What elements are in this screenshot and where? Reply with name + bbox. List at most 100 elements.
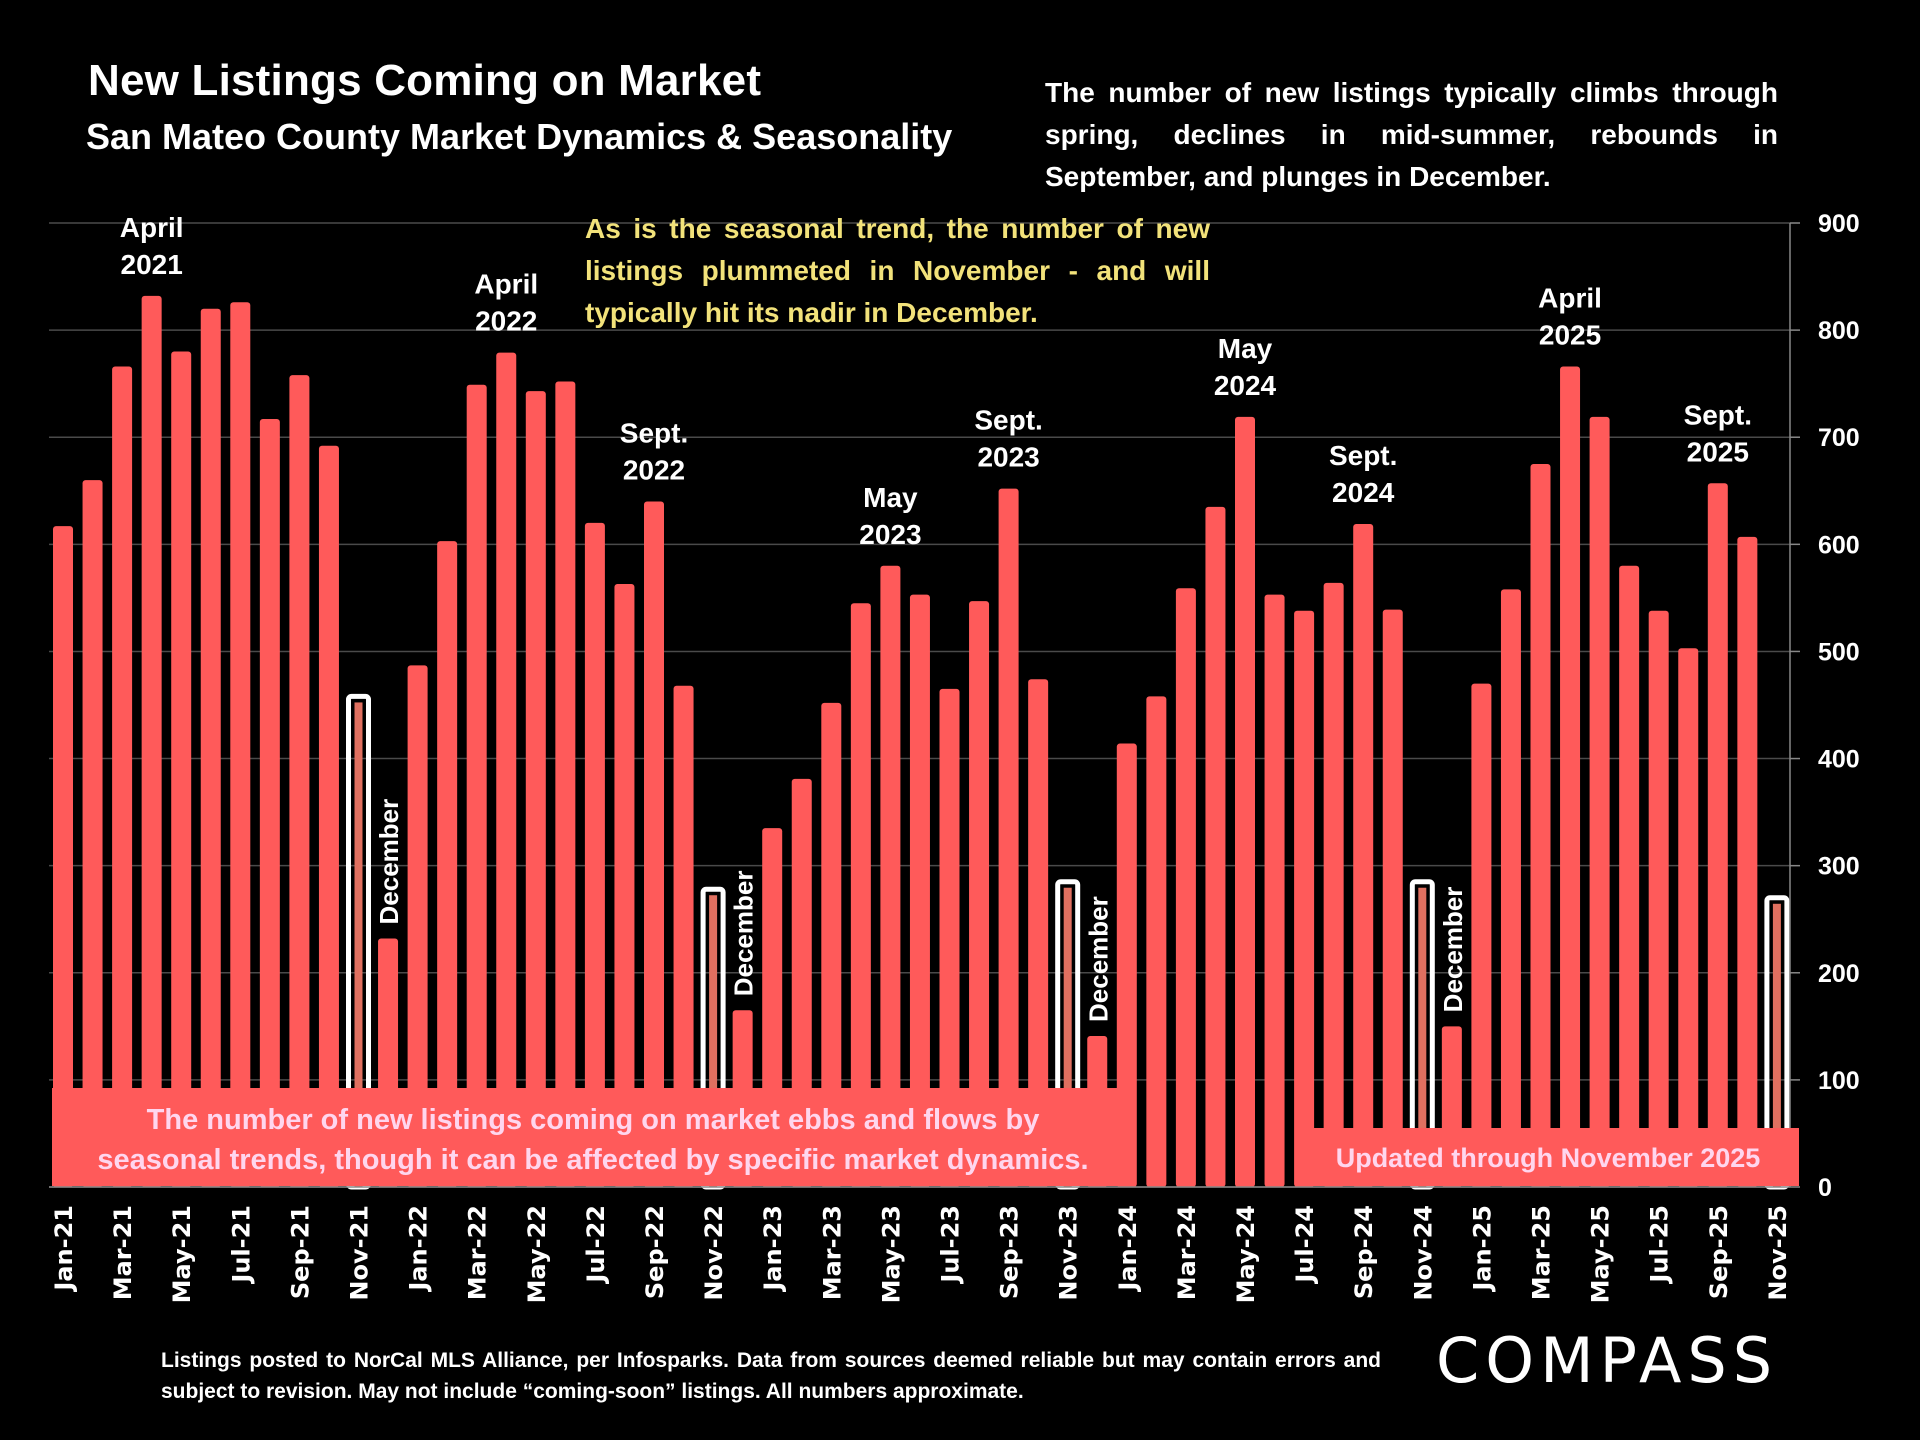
bar bbox=[1028, 679, 1049, 1187]
bar bbox=[1530, 464, 1551, 1187]
december-label: December bbox=[374, 799, 404, 925]
bar bbox=[1737, 536, 1758, 1187]
peak-label: 2023 bbox=[977, 442, 1039, 473]
highlighted-bar bbox=[1418, 887, 1427, 1187]
x-axis: Jan-21 Mar-21 May-21 Jul-21 Sep-21 Nov-21 Jan-… bbox=[49, 1186, 1792, 1303]
bar bbox=[614, 583, 635, 1187]
highlighted-bar bbox=[1063, 887, 1072, 1187]
chart-title: New Listings Coming on Market bbox=[88, 56, 762, 105]
bar bbox=[230, 302, 251, 1187]
bar-series bbox=[53, 295, 1790, 1190]
x-tick-label: Jan-22 bbox=[405, 1205, 433, 1293]
bar bbox=[466, 384, 487, 1187]
bar bbox=[259, 419, 280, 1188]
bar bbox=[496, 352, 517, 1187]
bar bbox=[998, 488, 1019, 1187]
ebbs-flows-text: The number of new listings coming on mar… bbox=[147, 1104, 1040, 1136]
peak-label: 2025 bbox=[1687, 436, 1749, 467]
bar bbox=[939, 688, 960, 1187]
updated-box bbox=[1296, 1128, 1799, 1186]
x-tick-label: Nov-22 bbox=[700, 1205, 728, 1301]
bar bbox=[880, 565, 901, 1187]
y-axis: 0 100 200 300 400 500 600 700 800 900 bbox=[1789, 210, 1860, 1202]
bar bbox=[673, 685, 694, 1187]
bar bbox=[82, 480, 103, 1188]
x-tick-label: Mar-22 bbox=[464, 1205, 492, 1300]
bar bbox=[1353, 523, 1374, 1187]
bar bbox=[318, 445, 339, 1187]
compass-logo-mark: COMPASS bbox=[1436, 1324, 1778, 1397]
y-tick-label: 200 bbox=[1818, 960, 1860, 988]
bar bbox=[53, 526, 73, 1187]
ebbs-flows-text: seasonal trends, though it can be affect… bbox=[97, 1144, 1088, 1176]
peak-label: 2021 bbox=[121, 249, 183, 280]
y-tick-label: 0 bbox=[1818, 1174, 1832, 1202]
peak-label: 2024 bbox=[1332, 477, 1395, 508]
peak-label: May bbox=[863, 482, 918, 513]
x-tick-label: Sep-21 bbox=[286, 1205, 314, 1299]
x-tick-label: Jul-24 bbox=[1291, 1205, 1319, 1285]
bar bbox=[1678, 648, 1699, 1187]
bar bbox=[1589, 416, 1610, 1188]
logo-text: COMPASS bbox=[1436, 1326, 1778, 1396]
bar bbox=[821, 702, 842, 1187]
bar bbox=[1116, 743, 1137, 1187]
y-tick-label: 800 bbox=[1818, 317, 1860, 345]
bar bbox=[1707, 483, 1728, 1187]
peak-label: Sept. bbox=[1329, 440, 1397, 471]
y-tick-label: 500 bbox=[1818, 638, 1860, 666]
bar bbox=[791, 778, 812, 1187]
callout-note: As is the seasonal trend, the number of … bbox=[585, 213, 1210, 328]
y-tick-label: 700 bbox=[1818, 424, 1860, 452]
x-tick-label: Jan-21 bbox=[50, 1205, 78, 1293]
bar bbox=[644, 501, 664, 1187]
bar bbox=[141, 295, 162, 1187]
bar bbox=[1471, 683, 1492, 1187]
peak-label: Sept. bbox=[1684, 399, 1752, 430]
peak-label: 2022 bbox=[475, 306, 537, 337]
x-tick-label: Mar-25 bbox=[1528, 1205, 1556, 1300]
x-tick-label: May-25 bbox=[1587, 1205, 1615, 1303]
x-tick-label: Jan-23 bbox=[759, 1205, 787, 1293]
x-tick-label: Sep-23 bbox=[996, 1205, 1024, 1299]
december-label: December bbox=[729, 871, 759, 997]
bar bbox=[909, 594, 930, 1187]
x-tick-label: Jul-23 bbox=[937, 1205, 965, 1285]
bar bbox=[525, 391, 546, 1188]
bar bbox=[437, 541, 458, 1187]
chart-subtitle: San Mateo County Market Dynamics & Seaso… bbox=[86, 116, 953, 157]
x-tick-label: Mar-24 bbox=[1173, 1205, 1201, 1300]
x-tick-label: Sep-22 bbox=[641, 1205, 669, 1299]
x-tick-label: Sep-25 bbox=[1705, 1205, 1733, 1299]
peak-label: 2023 bbox=[859, 519, 921, 550]
bar bbox=[407, 665, 428, 1187]
bar bbox=[171, 351, 192, 1187]
footer-disclaimer: Listings posted to NorCal MLS Alliance, … bbox=[161, 1349, 1381, 1403]
x-tick-label: Mar-23 bbox=[818, 1205, 846, 1300]
x-tick-label: Nov-21 bbox=[346, 1205, 374, 1301]
y-tick-label: 300 bbox=[1818, 853, 1860, 881]
bar bbox=[112, 366, 133, 1187]
x-tick-label: Jan-25 bbox=[1468, 1205, 1496, 1293]
bar bbox=[969, 601, 990, 1187]
peak-label: May bbox=[1218, 333, 1273, 364]
x-tick-label: Jul-21 bbox=[227, 1205, 255, 1285]
bar bbox=[1205, 506, 1226, 1187]
y-tick-label: 900 bbox=[1818, 210, 1860, 238]
highlighted-bar bbox=[1772, 903, 1781, 1187]
x-tick-label: Jul-25 bbox=[1646, 1205, 1674, 1285]
bar bbox=[1323, 582, 1344, 1187]
bar bbox=[289, 375, 310, 1187]
december-label: December bbox=[1438, 887, 1468, 1013]
peak-label: April bbox=[474, 269, 538, 300]
y-tick-label: 400 bbox=[1818, 746, 1860, 774]
x-tick-label: Sep-24 bbox=[1350, 1205, 1378, 1299]
peak-label: 2022 bbox=[623, 454, 685, 485]
bar bbox=[1294, 610, 1315, 1187]
peak-label: April bbox=[120, 212, 184, 243]
highlighted-bar bbox=[709, 895, 718, 1187]
bar bbox=[1146, 696, 1167, 1187]
peak-label: April bbox=[1538, 283, 1602, 314]
ebbs-flows-box bbox=[52, 1088, 1134, 1186]
x-tick-label: Nov-24 bbox=[1409, 1205, 1437, 1301]
